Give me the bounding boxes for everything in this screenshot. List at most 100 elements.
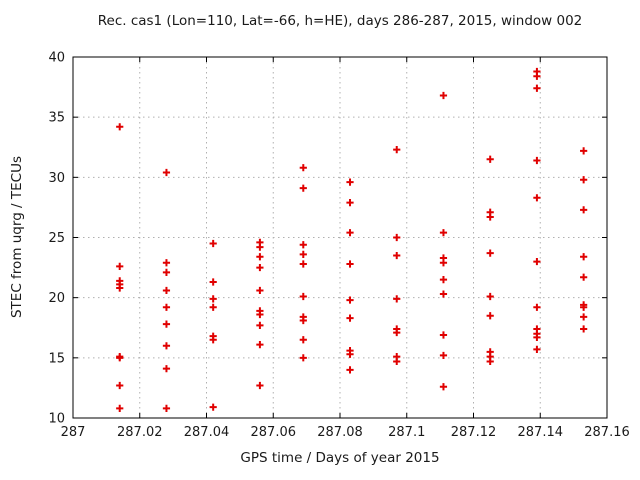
data-point <box>116 354 124 362</box>
data-point <box>256 340 264 349</box>
data-point <box>580 206 588 214</box>
data-point <box>393 328 401 337</box>
data-point <box>393 146 401 154</box>
data-point <box>486 292 494 301</box>
data-point <box>209 295 217 303</box>
data-point <box>209 278 217 286</box>
data-point <box>162 286 171 295</box>
data-point <box>162 320 171 328</box>
x-tick-label: 287 <box>61 425 86 440</box>
data-point <box>162 303 171 311</box>
data-point <box>393 233 401 242</box>
x-tick-label: 287.06 <box>251 425 297 440</box>
data-point <box>393 357 401 366</box>
data-point <box>486 357 494 366</box>
data-point <box>533 156 541 165</box>
data-point <box>346 260 354 268</box>
data-point <box>299 260 307 268</box>
data-point <box>393 251 401 260</box>
data-point <box>299 316 307 325</box>
y-axis-label: STEC from uqrg / TECUs <box>9 155 25 319</box>
data-point <box>533 345 541 354</box>
data-point <box>209 303 217 311</box>
data-point <box>580 147 588 155</box>
data-point <box>439 383 448 391</box>
data-point <box>299 184 307 192</box>
x-tick-label: 287.14 <box>518 425 564 440</box>
data-point <box>486 155 494 163</box>
data-point <box>346 178 354 186</box>
y-tick-label: 10 <box>48 412 65 427</box>
data-point <box>256 243 264 251</box>
data-point <box>162 168 171 177</box>
data-point <box>580 176 588 184</box>
data-point <box>209 403 217 411</box>
data-point <box>162 259 171 267</box>
y-tick-label: 15 <box>48 351 65 366</box>
data-point <box>580 273 588 281</box>
data-point <box>486 312 494 320</box>
data-point <box>580 325 588 333</box>
data-point <box>533 333 541 341</box>
data-point <box>533 84 541 92</box>
data-point <box>299 250 307 258</box>
data-point <box>533 257 541 266</box>
data-point <box>162 268 171 276</box>
data-point <box>209 336 217 344</box>
data-point <box>580 253 588 261</box>
data-point <box>346 296 354 304</box>
data-point <box>116 404 124 412</box>
x-tick-label: 287.02 <box>117 425 163 440</box>
data-point <box>439 91 448 100</box>
y-tick-label: 40 <box>48 51 65 66</box>
data-point <box>299 241 307 249</box>
chart-title: Rec. cas1 (Lon=110, Lat=-66, h=HE), days… <box>97 13 583 29</box>
data-point <box>393 295 401 303</box>
y-tick-label: 30 <box>48 171 65 186</box>
data-point <box>346 229 354 237</box>
data-point <box>256 321 264 329</box>
x-tick-label: 287.1 <box>388 425 425 440</box>
data-point <box>439 229 448 237</box>
x-tick-label: 287.04 <box>184 425 230 440</box>
data-point <box>116 284 124 292</box>
data-point <box>116 123 124 131</box>
data-point <box>116 381 124 390</box>
data-point <box>256 253 264 261</box>
data-point <box>209 239 217 248</box>
data-point <box>162 365 171 373</box>
data-point <box>346 199 354 207</box>
data-point <box>299 336 307 344</box>
data-point <box>162 404 171 412</box>
data-point <box>346 350 354 358</box>
data-point <box>299 354 307 362</box>
data-point <box>439 276 448 284</box>
data-point <box>256 381 264 390</box>
data-point <box>533 194 541 202</box>
x-tick-label: 287.12 <box>451 425 497 440</box>
data-point <box>162 342 171 350</box>
y-tick-label: 25 <box>48 231 65 246</box>
x-axis-label: GPS time / Days of year 2015 <box>240 450 440 466</box>
data-point <box>256 263 264 272</box>
data-point <box>580 313 588 321</box>
data-point <box>439 290 448 298</box>
data-point <box>256 286 264 295</box>
data-point <box>116 262 124 270</box>
data-point <box>256 310 264 319</box>
data-point <box>439 259 448 267</box>
data-point <box>346 314 354 322</box>
y-tick-label: 35 <box>48 111 65 126</box>
data-point <box>299 164 307 172</box>
x-tick-label: 287.08 <box>317 425 363 440</box>
data-point <box>580 303 588 311</box>
data-point <box>533 303 541 311</box>
data-point <box>533 72 541 80</box>
data-point <box>439 331 448 339</box>
x-tick-label: 287.16 <box>584 425 630 440</box>
data-point <box>486 249 494 257</box>
data-point <box>299 292 307 301</box>
data-point <box>346 366 354 374</box>
